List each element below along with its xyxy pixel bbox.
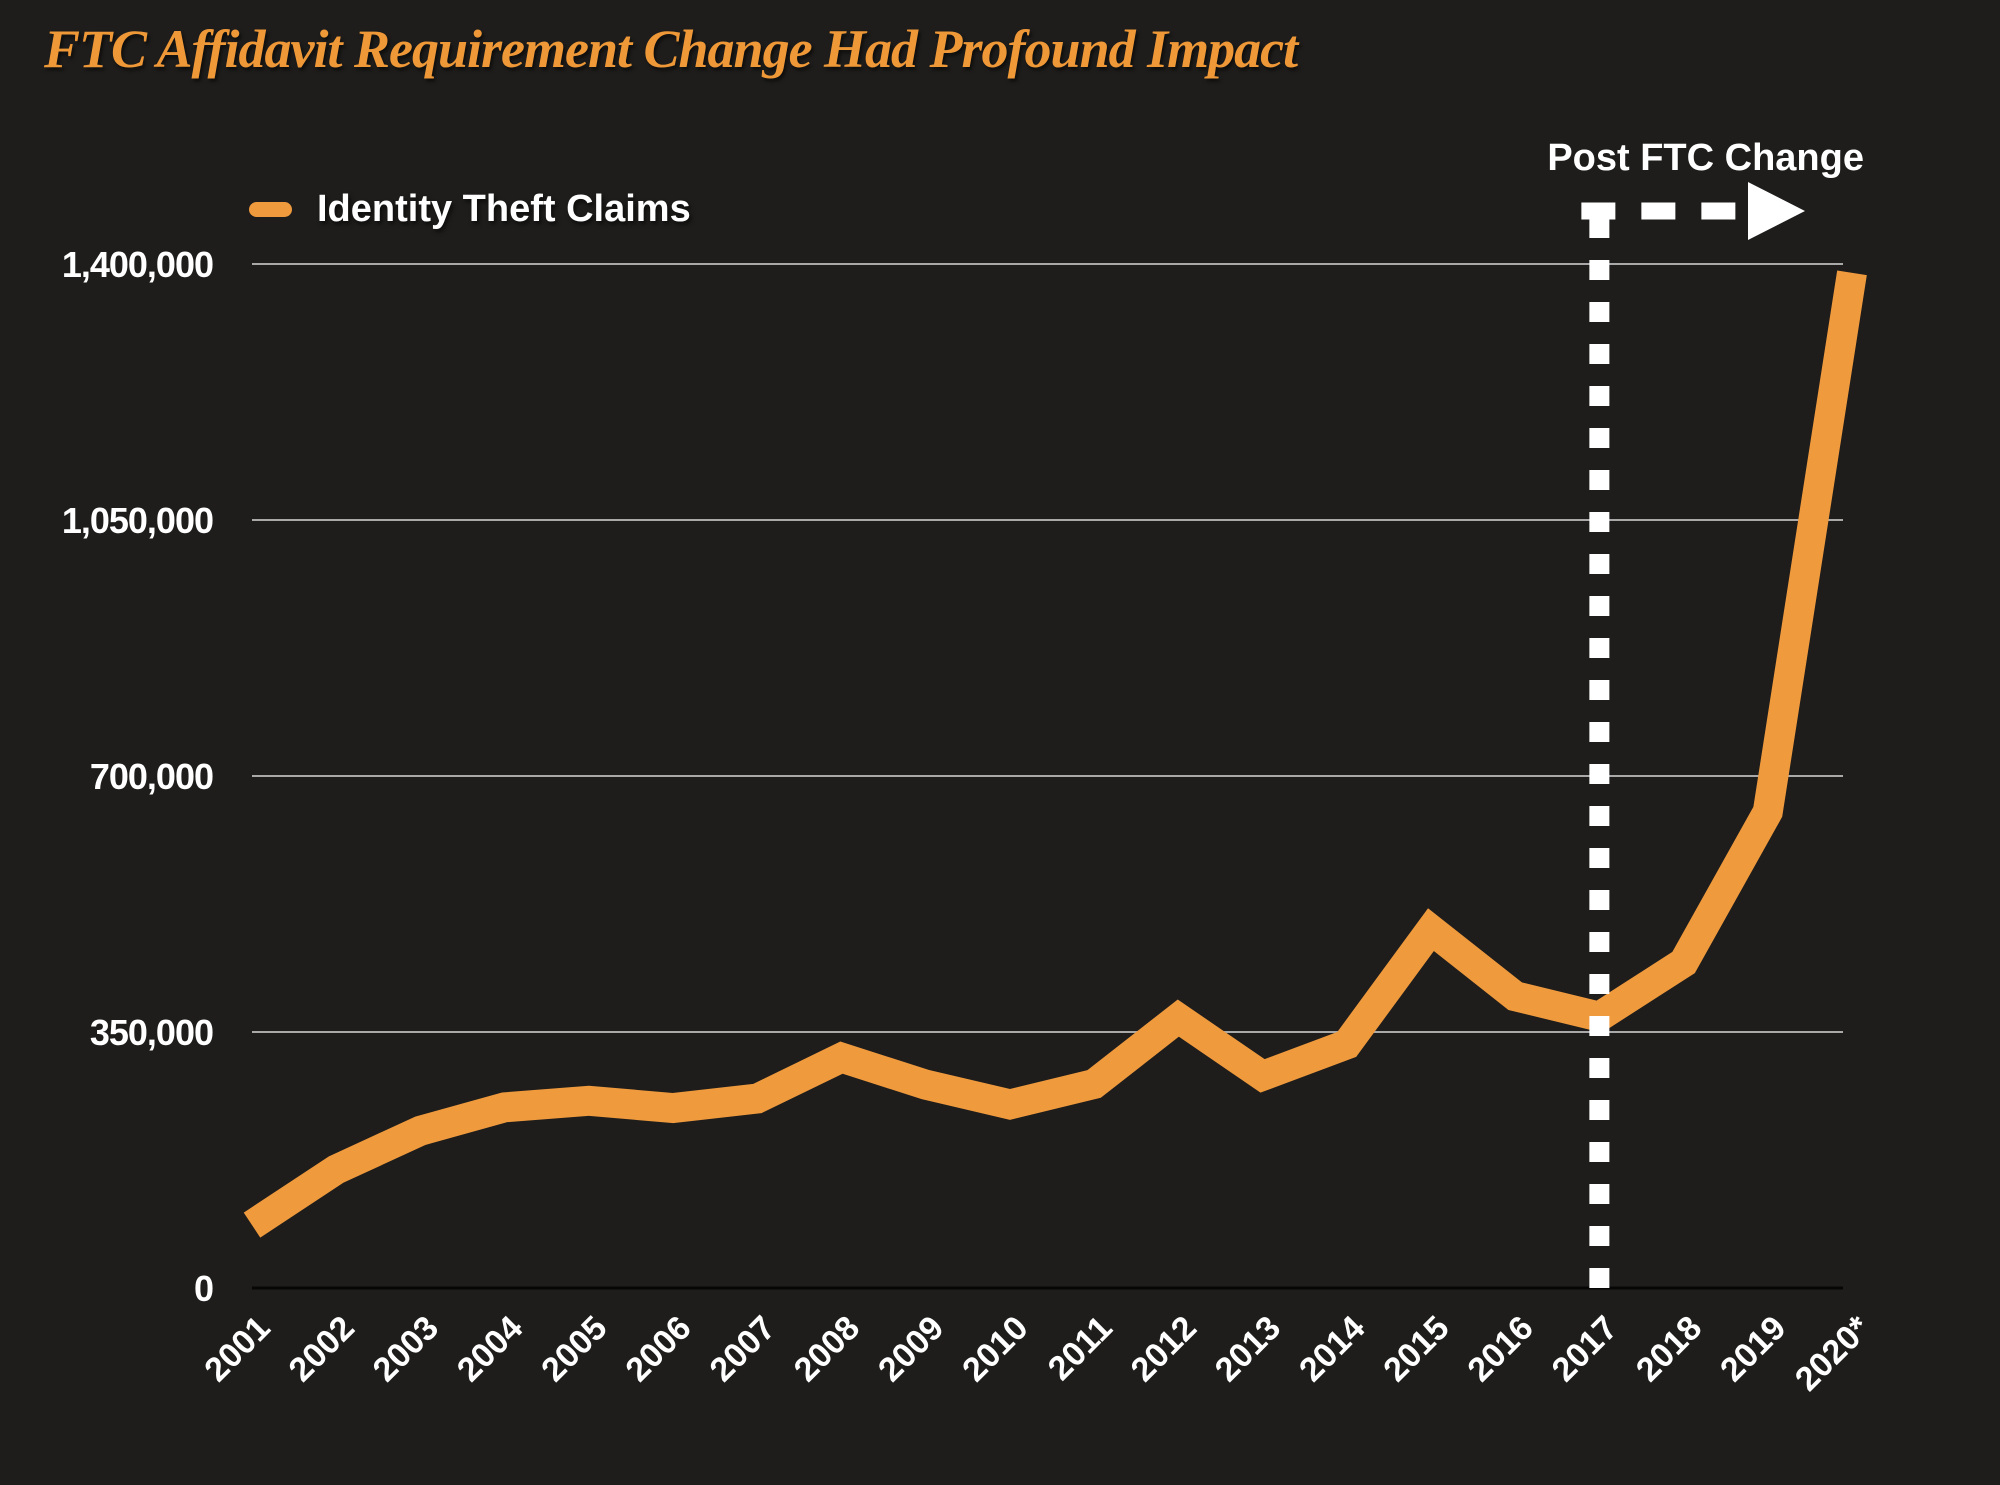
x-axis-label: 2009 <box>871 1309 951 1389</box>
y-axis-label: 1,400,000 <box>62 244 213 285</box>
x-axis-label: 2010 <box>955 1309 1035 1389</box>
x-axis-label: 2002 <box>282 1309 362 1389</box>
x-axis-label: 2017 <box>1545 1309 1625 1389</box>
gridlines <box>252 263 1843 1290</box>
x-axis-label: 2006 <box>618 1309 698 1389</box>
legend-label-identity-theft-claims: Identity Theft Claims <box>317 188 691 230</box>
x-axis-label: 2003 <box>366 1309 446 1389</box>
y-axis-label: 350,000 <box>90 1012 213 1053</box>
series-group <box>243 270 1867 1238</box>
legend-swatch-identity-theft-claims <box>249 202 292 217</box>
post-ftc-arrow-head <box>1748 182 1805 240</box>
x-axis-label: 2016 <box>1460 1309 1540 1389</box>
x-axis-label: 2018 <box>1629 1309 1709 1389</box>
y-axis-labels: 0 350,000 700,000 1,050,000 1,400,000 <box>62 244 214 1309</box>
series-line-identity-theft-claims <box>243 270 1867 1238</box>
x-axis-label: 2001 <box>197 1309 277 1389</box>
x-axis-label: 2012 <box>1124 1309 1204 1389</box>
x-axis-label: 2015 <box>1376 1309 1456 1389</box>
x-axis-label: 2005 <box>534 1309 614 1389</box>
x-axis-label: 2013 <box>1208 1309 1288 1389</box>
x-axis-label: 2007 <box>703 1309 783 1389</box>
chart-title: FTC Affidavit Requirement Change Had Pro… <box>44 19 1298 79</box>
legend: Identity Theft Claims <box>249 188 691 231</box>
y-axis-label: 700,000 <box>90 756 213 797</box>
y-axis-label: 0 <box>194 1268 213 1309</box>
post-ftc-change-label: Post FTC Change <box>1547 137 1864 179</box>
x-axis-label: 2008 <box>787 1309 867 1389</box>
x-axis-label: 2004 <box>450 1309 530 1389</box>
post-ftc-annotation: Post FTC Change <box>1547 137 1864 1288</box>
x-axis-label: 2011 <box>1041 1309 1120 1388</box>
x-axis-label: 2020* <box>1788 1308 1878 1398</box>
x-axis-label: 2019 <box>1713 1309 1793 1389</box>
x-axis-labels: 2001 2002 2003 2004 2005 2006 2007 2008 2009 2010… <box>197 1308 1878 1398</box>
x-axis-label: 2014 <box>1292 1309 1372 1389</box>
y-axis-label: 1,050,000 <box>62 500 213 541</box>
